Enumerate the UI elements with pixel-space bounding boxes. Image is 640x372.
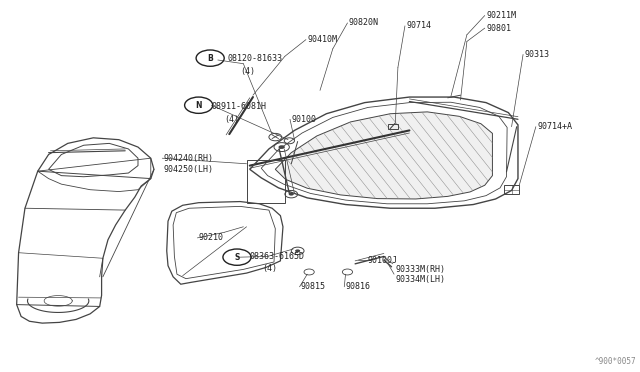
Text: S: S [234,253,239,262]
Text: (4): (4) [224,115,239,124]
Polygon shape [275,112,492,199]
Text: 90211M: 90211M [486,11,516,20]
Text: 90100J: 90100J [368,256,398,264]
Text: 90820N: 90820N [349,19,379,28]
Text: (4): (4) [262,264,278,273]
Text: 90334M(LH): 90334M(LH) [396,275,445,284]
Text: (4): (4) [240,67,255,76]
Circle shape [278,145,285,149]
Bar [246,160,285,203]
Text: 08911-6081H: 08911-6081H [211,102,266,111]
Text: 904250(LH): 904250(LH) [164,165,214,174]
Text: 90100: 90100 [291,115,316,124]
Text: 90714+A: 90714+A [537,122,572,131]
Text: N: N [195,101,202,110]
Text: 90313: 90313 [524,50,549,59]
Text: B: B [207,54,213,62]
Text: 90815: 90815 [301,282,326,291]
Text: ^900*0057: ^900*0057 [595,357,636,366]
Text: 90333M(RH): 90333M(RH) [396,265,445,274]
Text: 90714: 90714 [406,22,431,31]
Circle shape [289,193,294,196]
Circle shape [295,249,300,252]
Text: 90410M: 90410M [307,35,337,44]
Text: 90801: 90801 [486,24,511,33]
Text: 08120-81633: 08120-81633 [227,54,282,62]
Text: 90816: 90816 [346,282,371,291]
Text: 08363-6165D: 08363-6165D [250,252,305,261]
Text: 90210: 90210 [198,233,223,243]
Text: 904240(RH): 904240(RH) [164,154,214,163]
